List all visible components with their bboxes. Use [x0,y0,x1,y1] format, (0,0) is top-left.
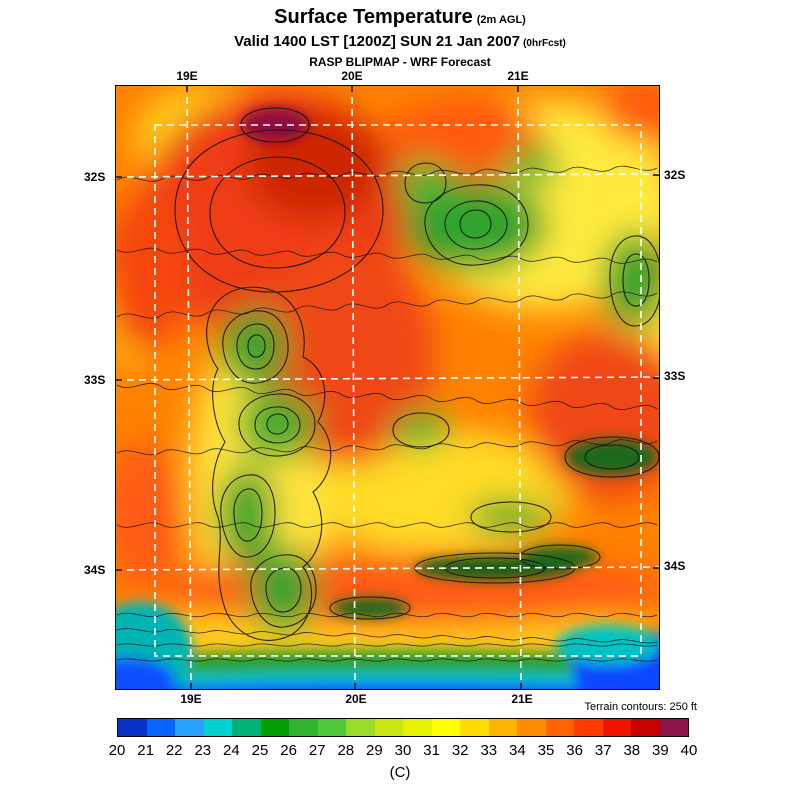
y-tick-right-33s: 33S [664,369,686,383]
colorbar-segment [146,719,175,736]
colorbar-segment [203,719,232,736]
colorbar-tick: 20 [108,742,126,759]
colorbar-tick: 33 [480,742,498,759]
x-tick-bottom-19e: 19E [180,692,202,706]
colorbar-segment [175,719,204,736]
valid-time-line: Valid 1400 LST [1200Z] SUN 21 Jan 2007 (0… [0,33,800,50]
colorbar-segment [602,719,631,736]
colorbar-tick: 40 [680,742,698,759]
colorbar-tick: 22 [165,742,183,759]
colorbar-units: (C) [389,764,411,781]
colorbar-segment [260,719,289,736]
colorbar-tick: 31 [423,742,440,759]
page-title: Surface Temperature [274,6,473,28]
temperature-map [115,85,660,690]
colorbar-segment [317,719,346,736]
colorbar-labels: 20 21 22 23 24 25 26 27 28 29 30 31 32 3… [109,742,698,759]
x-tick-bottom-21e: 21E [511,692,533,706]
colorbar-tick: 39 [652,742,669,759]
domain-boundary-box [154,124,642,657]
colorbar-segment [460,719,489,736]
frame-ticks [115,85,660,690]
colorbar-tick: 28 [337,742,355,759]
y-tick-left-33s: 33S [84,373,106,387]
forecast-hour: (0hrFcst) [523,38,566,49]
colorbar-segment [488,719,517,736]
terrain-contour-lines [116,165,658,662]
colorbar-tick: 21 [137,742,154,759]
colorbar-tick: 36 [566,742,583,759]
y-tick-left-34s: 34S [84,563,106,577]
colorbar-segment [631,719,660,736]
colorbar-segment [374,719,403,736]
colorbar-segment [346,719,375,736]
colorbar-segment [403,719,432,736]
colorbar-segment [659,719,688,736]
page-title-line: Surface Temperature (2m AGL) [0,6,800,29]
x-tick-top-20e: 20E [341,69,363,83]
colorbar-segment [289,719,318,736]
colorbar-tick: 32 [451,742,469,759]
colorbar-segment [232,719,261,736]
x-tick-top-21e: 21E [507,69,529,83]
temperature-field-graphic [115,85,660,690]
colorbar-tick: 25 [251,742,269,759]
colorbar-tick: 24 [223,742,240,759]
terrain-contours-note: Terrain contours: 250 ft [584,701,697,713]
y-tick-left-32s: 32S [84,170,106,184]
colorbar-tick: 37 [594,742,612,759]
y-tick-right-34s: 34S [664,559,686,573]
colorbar-tick: 23 [194,742,212,759]
valid-time: Valid 1400 LST [1200Z] SUN 21 Jan 2007 [234,33,521,50]
colorbar-tick: 26 [280,742,297,759]
colorbar-segment [431,719,460,736]
colorbar-tick: 38 [623,742,641,759]
colorbar-segment [517,719,546,736]
page-title-suffix: (2m AGL) [476,14,526,26]
x-tick-bottom-20e: 20E [345,692,367,706]
map-frame [115,85,660,690]
y-tick-right-32s: 32S [664,168,686,182]
colorbar-segment [545,719,574,736]
colorbar-tick: 27 [308,742,326,759]
colorbar [117,718,689,737]
x-tick-top-19e: 19E [176,69,198,83]
latlon-grid [115,85,660,690]
colorbar-tick: 35 [537,742,555,759]
colorbar-tick: 30 [394,742,412,759]
colorbar-segment [574,719,603,736]
colorbar-tick: 34 [509,742,526,759]
colorbar-tick: 29 [366,742,383,759]
colorbar-segment [118,719,147,736]
model-line: RASP BLIPMAP - WRF Forecast [309,55,491,69]
